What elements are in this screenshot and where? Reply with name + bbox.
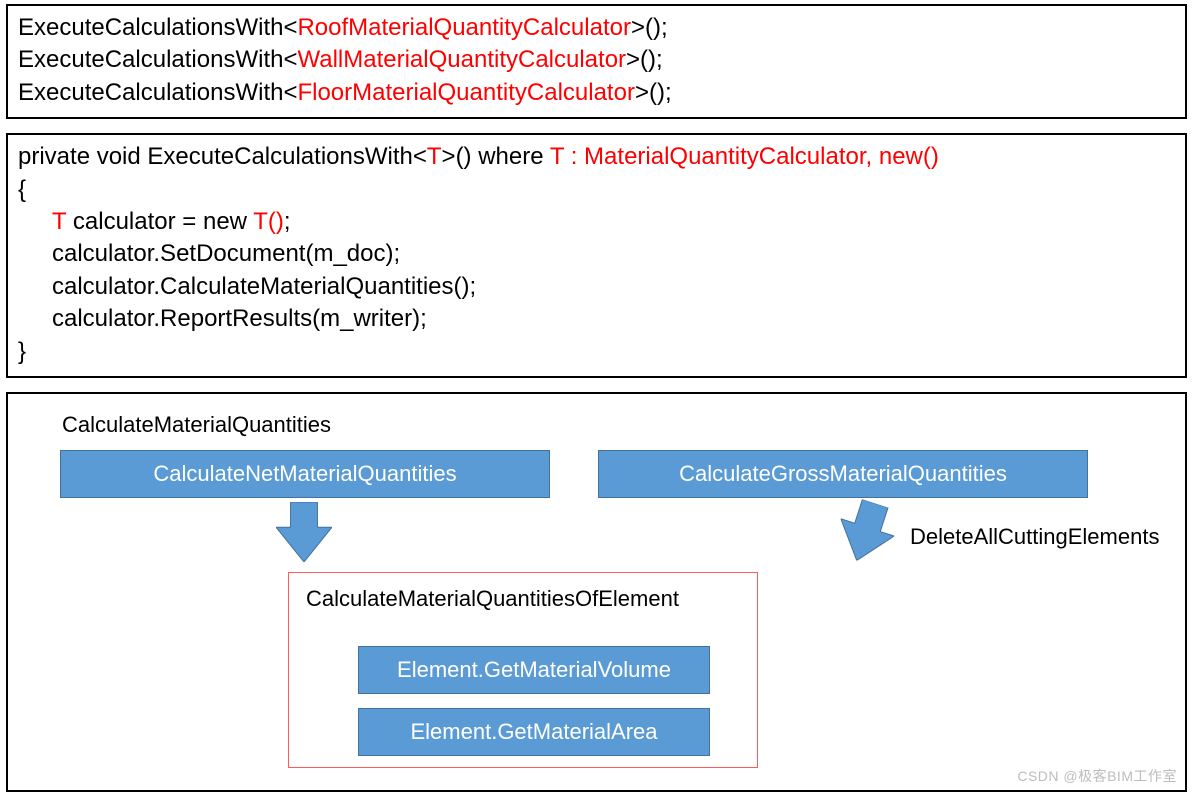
brace-close: }: [18, 338, 26, 365]
code-line: }: [18, 336, 1175, 368]
watermark: CSDN @极客BIM工作室: [1017, 766, 1177, 786]
code-text: >() where: [442, 143, 550, 170]
type-name: FloorMaterialQuantityCalculator: [297, 79, 634, 106]
code-text: ;: [284, 208, 291, 235]
type-name: RoofMaterialQuantityCalculator: [297, 14, 630, 41]
ctor-call: T(): [253, 208, 284, 235]
code-text: calculator.ReportResults(m_writer);: [52, 305, 427, 332]
flowchart-panel: CalculateMaterialQuantities CalculateMate…: [6, 392, 1187, 792]
node-area: Element.GetMaterialArea: [358, 708, 710, 756]
code-line: private void ExecuteCalculationsWith<T>(…: [18, 141, 1175, 173]
code-text: calculator.SetDocument(m_doc);: [52, 240, 400, 267]
code-block-2: private void ExecuteCalculationsWith<T>(…: [6, 133, 1187, 378]
side-label: DeleteAllCuttingElements: [910, 524, 1159, 550]
arrow-left-icon: [276, 502, 332, 562]
code-line: T calculator = new T();: [18, 206, 1175, 238]
diagram-title: CalculateMaterialQuantities: [62, 412, 331, 438]
code-text: >();: [635, 79, 672, 106]
code-text: private void ExecuteCalculationsWith<: [18, 143, 427, 170]
code-text: ExecuteCalculationsWith<: [18, 79, 297, 106]
generic-t: T: [427, 143, 442, 170]
type-name: WallMaterialQuantityCalculator: [297, 46, 626, 73]
code-line: calculator.ReportResults(m_writer);: [18, 303, 1175, 335]
code-text: calculator = new: [66, 208, 253, 235]
code-block-1: ExecuteCalculationsWith<RoofMaterialQuan…: [6, 4, 1187, 119]
node-volume: Element.GetMaterialVolume: [358, 646, 710, 694]
group-title: CalculateMaterialQuantitiesOfElement: [306, 586, 679, 612]
code-line: ExecuteCalculationsWith<RoofMaterialQuan…: [18, 12, 1175, 44]
code-line: ExecuteCalculationsWith<FloorMaterialQua…: [18, 77, 1175, 109]
node-net: CalculateNetMaterialQuantities: [60, 450, 550, 498]
code-text: >();: [631, 14, 668, 41]
code-text: ExecuteCalculationsWith<: [18, 14, 297, 41]
brace-open: {: [18, 176, 26, 203]
arrow-right-icon: [830, 495, 902, 569]
code-line: {: [18, 174, 1175, 206]
generic-constraint: T : MaterialQuantityCalculator, new(): [550, 143, 939, 170]
generic-t: T: [52, 208, 66, 235]
flowchart-canvas: CalculateMaterialQuantities CalculateMate…: [8, 394, 1185, 790]
code-text: ExecuteCalculationsWith<: [18, 46, 297, 73]
code-line: calculator.CalculateMaterialQuantities()…: [18, 271, 1175, 303]
code-text: calculator.CalculateMaterialQuantities()…: [52, 273, 476, 300]
code-line: ExecuteCalculationsWith<WallMaterialQuan…: [18, 44, 1175, 76]
node-gross: CalculateGrossMaterialQuantities: [598, 450, 1088, 498]
code-text: >();: [626, 46, 663, 73]
code-line: calculator.SetDocument(m_doc);: [18, 238, 1175, 270]
